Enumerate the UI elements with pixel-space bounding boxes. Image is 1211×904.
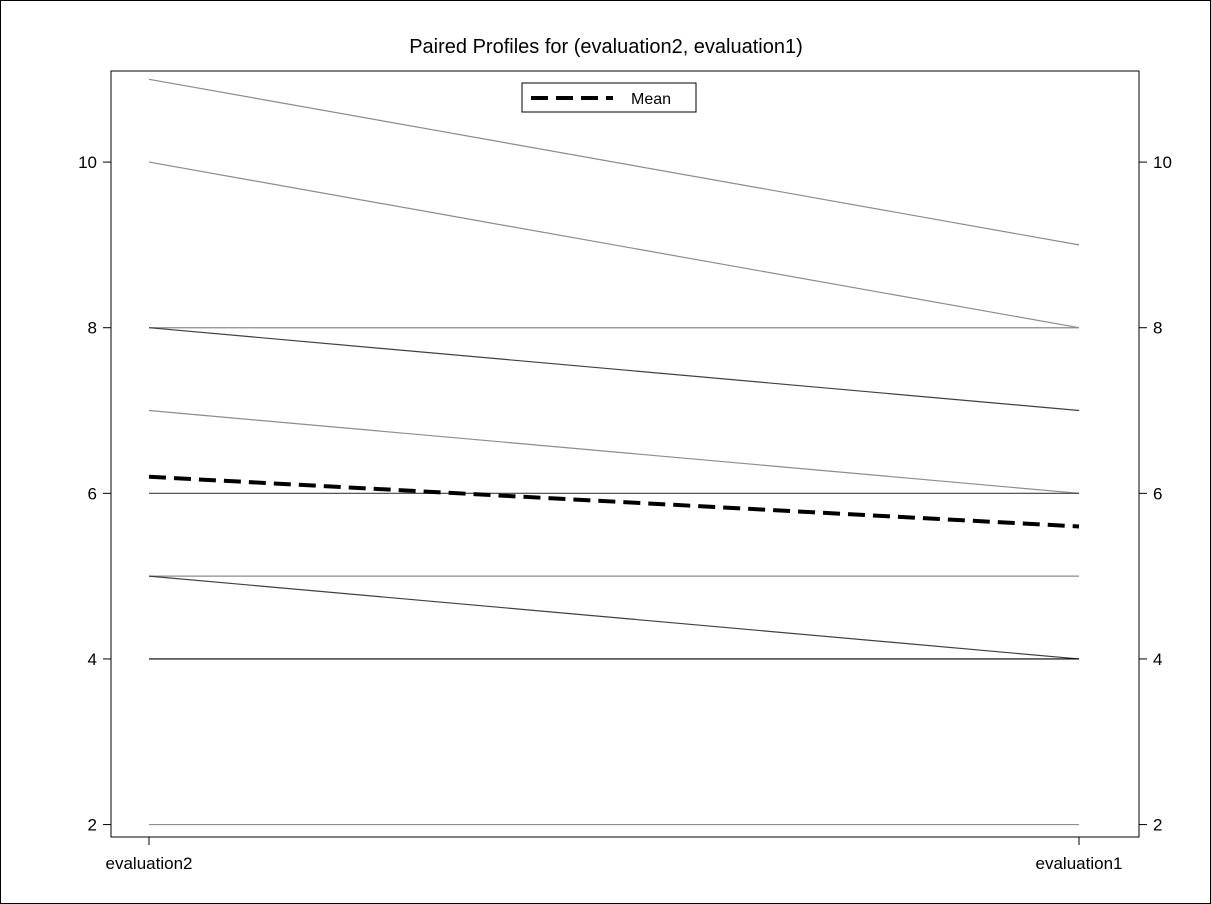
profile-line-8	[148, 575, 1080, 660]
profile-line-2	[148, 161, 1080, 329]
y-right-tick-label: 10	[1153, 153, 1172, 172]
y-left-tick-label: 8	[88, 319, 97, 338]
profile-line-5	[148, 409, 1080, 494]
y-right-tick-label: 4	[1153, 650, 1162, 669]
y-left-tick-label: 10	[78, 153, 97, 172]
y-right-tick-label: 8	[1153, 319, 1162, 338]
y-left-tick-label: 2	[88, 816, 97, 835]
x-axis: evaluation2 evaluation1	[106, 837, 1123, 873]
y-left-tick-label: 6	[88, 484, 97, 503]
profile-lines	[148, 78, 1080, 826]
profile-line-1	[148, 78, 1080, 246]
mean-series	[148, 474, 1080, 529]
chart-title: Paired Profiles for (evaluation2, evalua…	[409, 36, 803, 58]
y-axis-right: 2 4 6 8 10	[1139, 153, 1172, 835]
legend-mean-label: Mean	[631, 91, 671, 108]
y-axis-left: 2 4 6 8 10	[78, 153, 111, 835]
y-right-tick-label: 6	[1153, 484, 1162, 503]
y-left-tick-label: 4	[88, 650, 97, 669]
mean-line	[148, 474, 1080, 529]
plot-area	[110, 70, 1140, 838]
x-tick-label-evaluation2: evaluation2	[106, 854, 193, 873]
legend: Mean	[521, 82, 697, 113]
x-tick-label-evaluation1: evaluation1	[1036, 854, 1123, 873]
profile-line-4	[148, 327, 1080, 412]
y-right-tick-label: 2	[1153, 816, 1162, 835]
